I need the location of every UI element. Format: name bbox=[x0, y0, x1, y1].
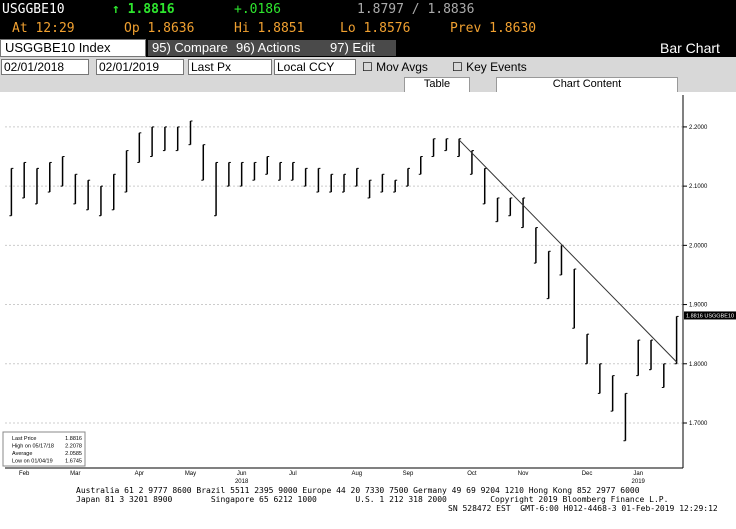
chart-content-tab[interactable]: Chart Content bbox=[496, 77, 678, 93]
legend-box bbox=[2, 431, 86, 467]
prev: Prev 1.8630 bbox=[450, 21, 537, 36]
start-date[interactable]: 02/01/2018 bbox=[1, 59, 89, 75]
footer-line: Australia 61 2 9777 8600 Brazil 5511 239… bbox=[76, 486, 640, 495]
table-tab[interactable]: Table bbox=[404, 77, 470, 93]
time: At 12:29 bbox=[12, 21, 75, 36]
currency-select[interactable]: Local CCY bbox=[274, 59, 356, 75]
legend-value: 1.8816 bbox=[65, 436, 82, 442]
x-tick-label: Apr bbox=[135, 471, 144, 477]
x-tick-label: Aug bbox=[351, 471, 362, 477]
last-price-label: 1.8816 USGGBE10 bbox=[686, 313, 734, 319]
year-label: 2018 bbox=[235, 479, 249, 484]
y-tick-label: 1.8000 bbox=[689, 362, 708, 368]
low: Lo 1.8576 bbox=[340, 21, 411, 36]
actions-button[interactable]: 96) Actions bbox=[232, 40, 326, 56]
x-tick-label: Dec bbox=[582, 471, 593, 477]
quote-header: USGGBE10 ↑ 1.8816 +.0186 1.8797 / 1.8836… bbox=[0, 0, 736, 38]
security-field[interactable]: USGGBE10 Index bbox=[0, 39, 146, 57]
key-events[interactable]: ☐ Key Events bbox=[452, 60, 527, 74]
legend-label: Last Price bbox=[12, 436, 36, 442]
footer-line: SN 528472 EST GMT-6:00 H012-4468-3 01-Fe… bbox=[448, 504, 718, 513]
key-events-label: Key Events bbox=[466, 60, 527, 74]
bid-ask: 1.8797 / 1.8836 bbox=[357, 2, 475, 17]
x-tick-label: Nov bbox=[518, 471, 529, 477]
y-tick-label: 2.2000 bbox=[689, 125, 708, 131]
open: Op 1.8636 bbox=[124, 21, 195, 36]
edit-button[interactable]: 97) Edit bbox=[326, 40, 396, 56]
legend-label: Average bbox=[12, 451, 32, 457]
mov-avgs-label: Mov Avgs bbox=[376, 60, 428, 74]
x-tick-label: Jan bbox=[633, 471, 643, 477]
change: +.0186 bbox=[234, 2, 281, 17]
legend-value: 2.2078 bbox=[65, 444, 82, 450]
x-tick-label: Oct bbox=[467, 471, 477, 477]
legend-label: Low on 01/04/19 bbox=[12, 459, 53, 465]
footer-line: Japan 81 3 3201 8900 Singapore 65 6212 1… bbox=[76, 495, 669, 504]
legend-label: High on 05/17/18 bbox=[12, 444, 54, 450]
y-tick-label: 1.7000 bbox=[689, 421, 708, 427]
y-tick-label: 2.1000 bbox=[689, 184, 708, 190]
y-tick-label: 1.9000 bbox=[689, 303, 708, 309]
checkbox[interactable]: ☐ bbox=[362, 60, 377, 74]
compare-button[interactable]: 95) Compare bbox=[148, 40, 232, 56]
x-tick-label: Sep bbox=[403, 471, 414, 477]
ticker: USGGBE10 bbox=[2, 2, 65, 17]
x-tick-label: Jun bbox=[237, 471, 247, 477]
x-tick-label: May bbox=[185, 471, 196, 477]
mov-avgs[interactable]: ☐ Mov Avgs bbox=[362, 60, 428, 74]
view-title: Bar Chart bbox=[660, 40, 720, 56]
chart-background bbox=[0, 92, 736, 484]
y-tick-label: 2.0000 bbox=[689, 243, 708, 249]
legend-value: 2.0585 bbox=[65, 451, 82, 457]
last: ↑ 1.8816 bbox=[112, 2, 175, 17]
chart: 1.7000 1.8000 1.9000 2.0000 2.1000 2.2000 Feb M… bbox=[0, 92, 736, 484]
trendline bbox=[458, 139, 677, 363]
year-label: 2019 bbox=[632, 479, 646, 484]
end-date[interactable]: 02/01/2019 bbox=[96, 59, 184, 75]
field-select[interactable]: Last Px bbox=[188, 59, 272, 75]
x-tick-label: Jul bbox=[289, 471, 297, 477]
x-tick-label: Mar bbox=[70, 471, 80, 477]
legend-value: 1.6745 bbox=[65, 459, 82, 465]
high: Hi 1.8851 bbox=[234, 21, 305, 36]
last-price-tag bbox=[684, 311, 736, 320]
controls: 02/01/2018 02/01/2019 Last Px Local CCY … bbox=[0, 57, 736, 148]
x-tick-label: Feb bbox=[19, 471, 30, 477]
checkbox[interactable]: ☐ bbox=[452, 60, 467, 74]
